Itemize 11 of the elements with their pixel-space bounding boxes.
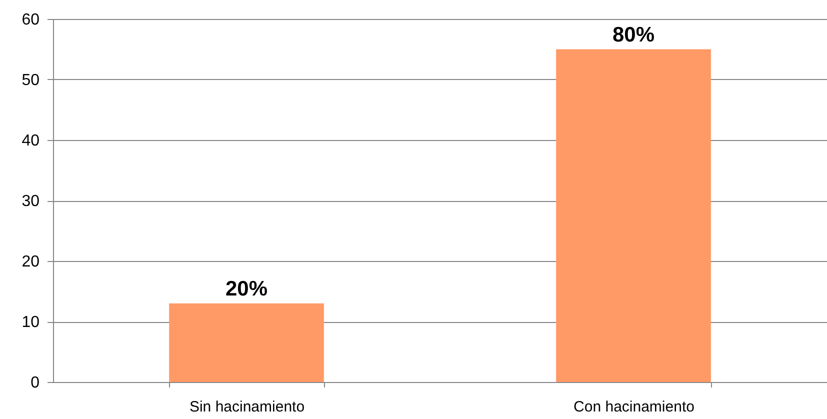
y-tick-label: 20 [22,254,40,270]
y-tick-label: 50 [22,72,40,89]
annotation: 80% [612,23,655,46]
x-tick-label: Con hacinamiento [574,398,694,416]
y-tick-label: 60 [22,12,40,28]
y-tick-label: 10 [22,314,40,331]
x-tick-label: Sin hacinamiento [189,398,305,416]
y-tick-label: 0 [30,374,40,392]
y-tick-label: 30 [22,193,40,210]
y-tick-label: 40 [22,132,40,150]
annotation: 20% [225,277,268,300]
